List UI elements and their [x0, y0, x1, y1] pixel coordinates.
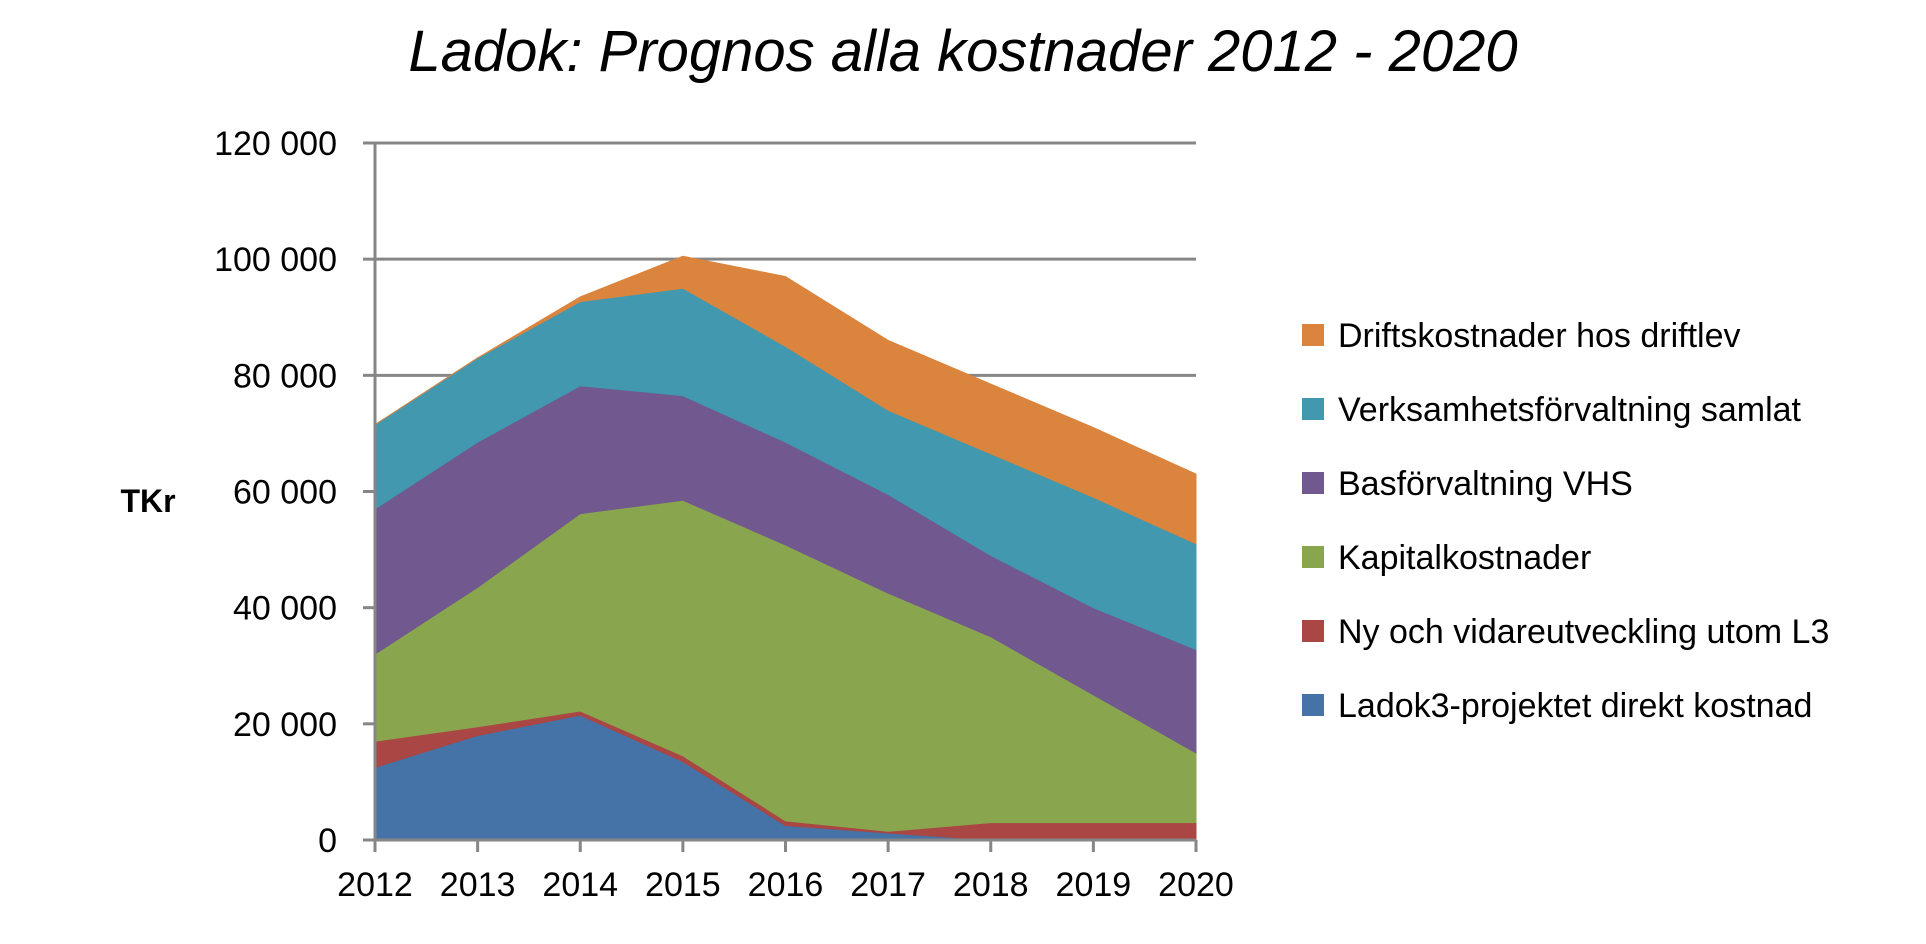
- legend-swatch: [1302, 398, 1324, 420]
- y-axis-label: TKr: [120, 483, 175, 519]
- y-tick-label: 0: [318, 822, 337, 860]
- legend-swatch: [1302, 546, 1324, 568]
- legend-label: Basförvaltning VHS: [1338, 465, 1633, 503]
- x-tick-label: 2016: [748, 866, 824, 904]
- legend-label: Verksamhetsförvaltning samlat: [1338, 391, 1802, 429]
- x-tick-label: 2013: [440, 866, 516, 904]
- y-tick-label: 20 000: [233, 706, 337, 744]
- legend-swatch: [1302, 694, 1324, 716]
- legend-label: Ny och vidareutveckling utom L3: [1338, 613, 1829, 651]
- x-tick-label: 2017: [850, 866, 926, 904]
- legend-swatch: [1302, 472, 1324, 494]
- x-tick-label: 2018: [953, 866, 1029, 904]
- axes: 0 20 000 40 000 60 000 80 000 100 000 120 000 2…: [214, 125, 1234, 904]
- chart-title: Ladok: Prognos alla kostnader 2012 - 202…: [408, 19, 1518, 84]
- legend-swatch: [1302, 324, 1324, 346]
- y-tick-label: 80 000: [233, 357, 337, 395]
- legend-swatch: [1302, 620, 1324, 642]
- x-tick-label: 2015: [645, 866, 721, 904]
- y-tick-label: 40 000: [233, 590, 337, 628]
- x-tick-label: 2019: [1056, 866, 1132, 904]
- y-tick-label: 100 000: [214, 241, 337, 279]
- x-tick-label: 2020: [1158, 866, 1234, 904]
- legend-label: Driftskostnader hos driftlev: [1338, 317, 1741, 355]
- legend: Driftskostnader hos driftlev Verksamhetsf…: [1302, 317, 1829, 725]
- legend-label: Ladok3-projektet direkt kostnad: [1338, 687, 1812, 725]
- x-tick-label: 2012: [337, 866, 413, 904]
- x-tick-label: 2014: [542, 866, 618, 904]
- y-tick-label: 120 000: [214, 125, 337, 163]
- y-tick-label: 60 000: [233, 474, 337, 512]
- area-driftskostnader-hos-driftlev: [374, 255, 1197, 545]
- area-series: [374, 255, 1197, 841]
- legend-label: Kapitalkostnader: [1338, 539, 1591, 577]
